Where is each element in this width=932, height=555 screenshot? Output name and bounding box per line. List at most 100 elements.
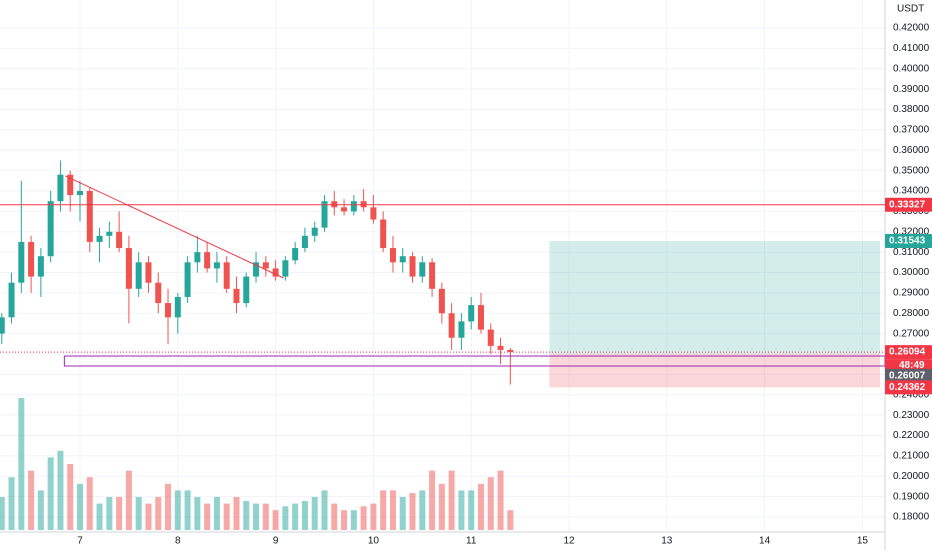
candle-body xyxy=(213,262,220,269)
volume-bar xyxy=(86,477,93,530)
candle-body xyxy=(204,252,211,269)
volume-bar xyxy=(204,503,211,530)
candle-body xyxy=(389,248,396,263)
volume-bar xyxy=(67,464,74,530)
candle-body xyxy=(106,231,113,236)
countdown-bg xyxy=(885,359,932,373)
volume-bar xyxy=(243,500,250,530)
candle-body xyxy=(47,201,54,257)
y-tick-label: 0.35000 xyxy=(893,165,930,176)
candle-body xyxy=(77,190,84,196)
candle-body xyxy=(507,349,514,352)
candle-body xyxy=(311,227,318,236)
x-tick-label: 14 xyxy=(759,536,771,547)
candle-body xyxy=(253,262,260,277)
volume-bar xyxy=(233,497,240,530)
volume-bar xyxy=(223,503,230,530)
y-tick-label: 0.42000 xyxy=(893,23,930,34)
currency-label: USDT xyxy=(897,4,924,15)
volume-bar xyxy=(360,506,367,530)
candle-body xyxy=(155,282,162,304)
entry-price-label-bg xyxy=(885,368,932,383)
stop-price-label-bg xyxy=(885,380,932,395)
volume-bar xyxy=(477,483,484,530)
candle-body xyxy=(458,321,465,338)
position-stop xyxy=(549,353,881,388)
volume-bar xyxy=(18,398,25,530)
y-tick-label: 0.34000 xyxy=(893,186,930,197)
x-tick-label: 12 xyxy=(563,536,575,547)
stop-price-label: 0.24362 xyxy=(889,382,926,393)
volume-bar xyxy=(497,470,504,530)
candle-body xyxy=(174,296,181,318)
candle-body xyxy=(399,256,406,263)
target-price-label: 0.31543 xyxy=(889,236,926,247)
candle-body xyxy=(262,262,269,269)
volume-bar xyxy=(389,490,396,530)
y-tick-label: 0.29000 xyxy=(893,288,930,299)
candle-body xyxy=(468,305,475,322)
volume-bar xyxy=(311,497,318,530)
x-tick-label: 10 xyxy=(368,536,380,547)
y-tick-label: 0.31000 xyxy=(893,247,930,258)
volume-bar xyxy=(350,510,357,530)
candle-body xyxy=(497,345,504,350)
y-tick-label: 0.23000 xyxy=(893,410,930,421)
candle-body xyxy=(438,288,445,314)
volume-bar xyxy=(262,503,269,530)
candle-body xyxy=(233,288,240,304)
candle-body xyxy=(57,174,64,202)
y-tick-label: 0.21000 xyxy=(893,451,930,462)
x-tick-label: 9 xyxy=(273,536,279,547)
volume-bar xyxy=(135,497,142,530)
y-tick-label: 0.20000 xyxy=(893,471,930,482)
y-tick-label: 0.18000 xyxy=(893,512,930,523)
candle-body xyxy=(301,235,308,249)
x-tick-label: 8 xyxy=(175,536,181,547)
x-tick-label: 11 xyxy=(466,536,477,547)
y-tick-label: 0.40000 xyxy=(893,63,930,74)
candle-body xyxy=(448,313,455,338)
volume-bar xyxy=(155,497,162,530)
last-price-label: 0.26094 xyxy=(889,347,926,358)
candle-body xyxy=(0,317,5,334)
volume-bar xyxy=(96,503,103,530)
volume-bar xyxy=(77,483,84,530)
last-price-label-bg xyxy=(885,345,932,360)
candle-body xyxy=(184,262,191,297)
volume-bar xyxy=(106,497,113,530)
volume-bar xyxy=(282,506,289,530)
volume-bar xyxy=(165,483,172,530)
candle-body xyxy=(145,262,152,283)
volume-bar xyxy=(458,490,465,530)
y-tick-label: 0.22000 xyxy=(893,430,930,441)
volume-bar xyxy=(184,490,191,530)
candle-body xyxy=(8,282,15,318)
volume-bar xyxy=(448,470,455,530)
candle-body xyxy=(370,207,377,220)
volume-bar xyxy=(301,500,308,530)
volume-bar xyxy=(468,490,475,530)
y-tick-label: 0.38000 xyxy=(893,104,930,115)
candle-body xyxy=(477,305,484,330)
candle-body xyxy=(272,268,279,277)
volume-bar xyxy=(321,490,328,530)
y-tick-label: 0.27000 xyxy=(893,328,930,339)
volume-bar xyxy=(8,477,15,530)
candle-body xyxy=(223,262,230,289)
candle-body xyxy=(292,248,299,261)
y-tick-label: 0.41000 xyxy=(893,43,930,54)
y-tick-label: 0.28000 xyxy=(893,308,930,319)
candle-body xyxy=(86,190,93,242)
volume-bar xyxy=(380,490,387,530)
volume-bar xyxy=(272,510,279,530)
y-tick-label: 0.32000 xyxy=(893,226,930,237)
countdown: 48:49 xyxy=(899,360,925,371)
volume-bar xyxy=(145,503,152,530)
volume-bar xyxy=(370,503,377,530)
y-tick-label: 0.39000 xyxy=(893,84,930,95)
candle-body xyxy=(18,241,25,283)
line-price-label: 0.33327 xyxy=(889,199,926,210)
volume-bar xyxy=(341,510,348,530)
candle-body xyxy=(28,241,35,277)
